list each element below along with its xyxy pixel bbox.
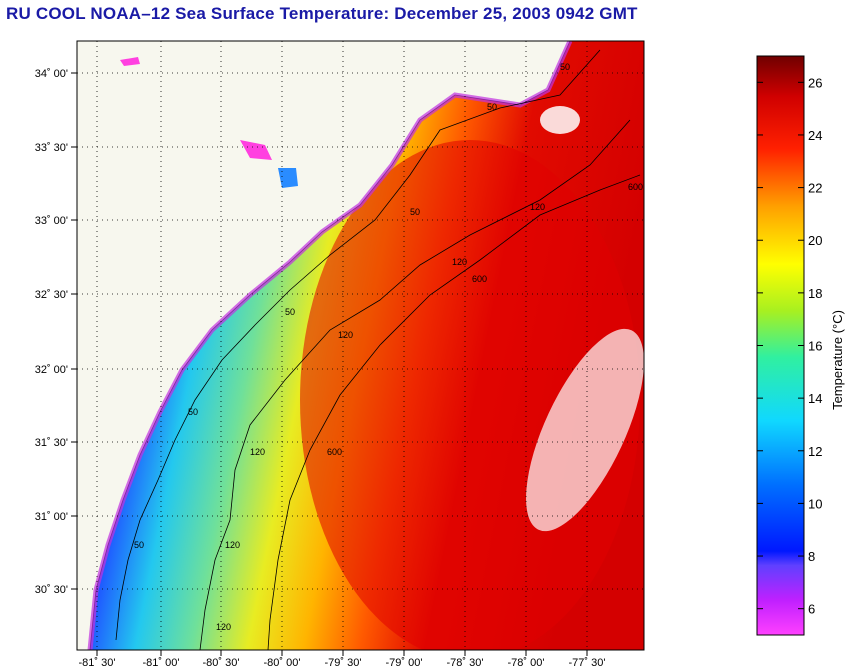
lat-tick-label: 31˚ 30' [35, 437, 68, 449]
lon-tick-label: -81˚ 00' [143, 657, 180, 669]
lon-tick-label: -78˚ 30' [447, 657, 484, 669]
isobath-label: 120 [530, 202, 545, 212]
lat-tick-label: 34˚ 00' [35, 68, 68, 80]
cold-nearshore-band [87, 41, 573, 650]
isobath-label: 600 [327, 447, 342, 457]
contour-labels: 50 50 50 50 50 50 120 120 120 120 120 120 600 600 600 [134, 62, 643, 632]
isobath-label: 120 [338, 330, 353, 340]
isobath-600m [267, 174, 641, 650]
isobath-50m [115, 49, 601, 641]
isobath-120m [199, 119, 631, 650]
lat-tick-label: 30˚ 30' [35, 584, 68, 596]
lon-tick-label: -81˚ 30' [79, 657, 116, 669]
map-frame [76, 40, 645, 651]
map-title: RU COOL NOAA–12 Sea Surface Temperature:… [6, 4, 638, 23]
lon-tick-label: -80˚ 00' [264, 657, 301, 669]
isobath-label: 50 [285, 307, 295, 317]
isobath-label: 50 [560, 62, 570, 72]
isobath-label: 120 [225, 540, 240, 550]
isobath-label: 50 [487, 102, 497, 112]
inland-water-3 [278, 168, 298, 188]
lat-tick-label: 33˚ 00' [35, 215, 68, 227]
isobath-label: 120 [452, 257, 467, 267]
isobath-label: 50 [410, 207, 420, 217]
lat-tick-label: 31˚ 00' [35, 511, 68, 523]
lat-tick-label: 32˚ 30' [35, 289, 68, 301]
inland-water-1 [120, 57, 140, 66]
lon-tick-label: -78˚ 00' [508, 657, 545, 669]
cloud-patch-north [540, 106, 580, 134]
isobath-label: 50 [134, 540, 144, 550]
lon-tick-label: -77˚ 30' [569, 657, 606, 669]
isobath-label: 120 [216, 622, 231, 632]
lat-tick-label: 32˚ 00' [35, 364, 68, 376]
lon-tick-label: -80˚ 30' [203, 657, 240, 669]
cloud-patch [526, 328, 644, 532]
isobath-label: 120 [250, 447, 265, 457]
lon-tick-label: -79˚ 30' [325, 657, 362, 669]
isobath-label: 50 [188, 407, 198, 417]
latitude-axis: 34˚ 00' 33˚ 30' 33˚ 00' 32˚ 30' 32˚ 00' 31˚ 3… [35, 68, 77, 596]
isobath-label: 600 [628, 182, 643, 192]
lat-tick-label: 33˚ 30' [35, 142, 68, 154]
isobath-label: 600 [472, 274, 487, 284]
inland-water-2 [240, 140, 272, 160]
longitude-axis: -81˚ 30' -81˚ 00' -80˚ 30' -80˚ 00' -79˚ 30'… [79, 650, 606, 669]
lon-tick-label: -79˚ 00' [386, 657, 423, 669]
